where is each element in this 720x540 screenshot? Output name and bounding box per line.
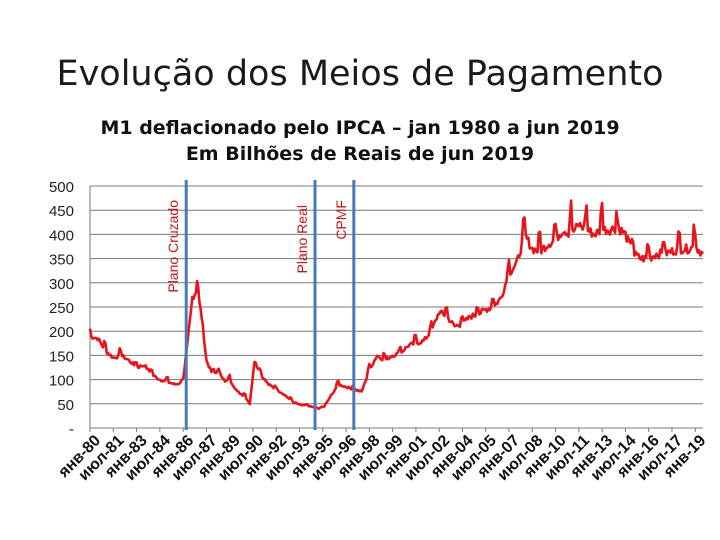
- chart-title: M1 deflacionado pelo IPCA – jan 1980 a j…: [100, 117, 620, 139]
- chart-subtitle: Em Bilhões de Reais de jun 2019: [185, 143, 535, 165]
- y-tick-label: 100: [49, 373, 74, 390]
- y-tick-label: 300: [49, 276, 74, 293]
- y-tick-label: 400: [49, 227, 74, 244]
- y-axis: - 50 100 150 200 250 300 350 400 450 500: [49, 179, 91, 438]
- grid-lines: [90, 185, 703, 429]
- y-tick-label: 50: [57, 397, 74, 414]
- y-tick-label: 250: [49, 300, 74, 317]
- y-tick-label: 200: [49, 324, 74, 341]
- series-layer: [88, 199, 705, 411]
- y-tick-label: -: [69, 421, 74, 438]
- annotation-label: Plano Real: [294, 205, 310, 274]
- main-title: Evolução dos Meios de Pagamento: [56, 54, 664, 94]
- y-tick-label: 350: [49, 252, 74, 269]
- series-line-m1: [88, 199, 705, 411]
- y-tick-label: 500: [49, 179, 74, 196]
- y-tick-label: 150: [49, 348, 74, 365]
- annotation-layer: Plano Cruzado Plano Real CPMF: [165, 180, 356, 430]
- annotation-label: Plano Cruzado: [165, 200, 181, 293]
- annotation-label: CPMF: [333, 200, 349, 240]
- x-axis: янв-80июл-81янв-83июл-84янв-86июл-87янв-…: [55, 427, 709, 484]
- y-tick-label: 450: [49, 203, 74, 220]
